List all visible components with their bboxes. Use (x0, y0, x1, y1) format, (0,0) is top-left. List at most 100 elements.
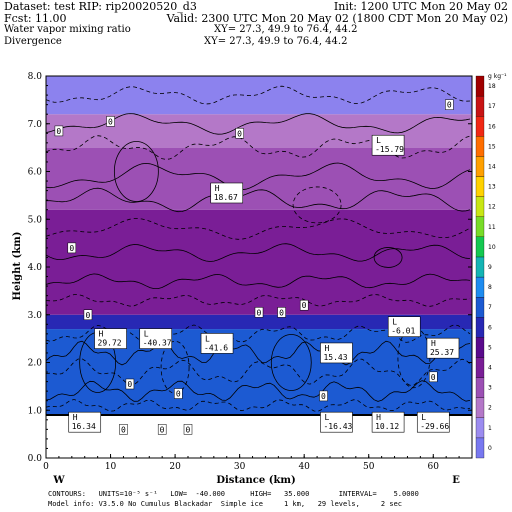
zero-box-4 (254, 307, 264, 318)
hl-letter-7: H (431, 339, 436, 348)
axis-ticks: 0.0 1.0 2.0 3.0 4.0 5.0 6.0 7.0 8.0 0 10 20 30 40 50 60 (28, 72, 473, 472)
header-init: Init: 1200 UTC Mon 20 May 02 (333, 0, 508, 13)
colorbar-swatch-3 (475, 377, 485, 398)
hl-value-2: 29.72 (98, 339, 122, 348)
hl-letter-3: L (144, 330, 149, 339)
y-axis-label: Height (km) (12, 232, 23, 301)
colorbar-label-17: 17 (488, 103, 496, 110)
contour-cell-2 (270, 334, 312, 391)
y-tick-label-0: 0.0 (28, 454, 43, 464)
x-tick-label-4: 40 (298, 462, 310, 472)
colorbar-swatch-7 (475, 297, 485, 318)
colorbar-swatch-18 (475, 75, 485, 97)
contour-line-7 (45, 273, 471, 289)
x-tick-label-5: 50 (363, 462, 375, 472)
zero-box-3 (67, 242, 77, 254)
contour-line-12 (45, 380, 471, 402)
zero-box-1 (106, 116, 115, 127)
hl-letter-6: H (324, 344, 329, 353)
y-tick-label-3: 3.0 (28, 311, 43, 321)
hl-letter-2: H (99, 330, 104, 339)
contour-cell-5 (292, 186, 342, 224)
colorbar-swatch-15 (475, 136, 485, 157)
zero-box-10 (429, 371, 438, 383)
colorbar-label-4: 4 (488, 365, 492, 372)
zero-box-8 (125, 378, 135, 390)
colorbar-label-11: 11 (488, 224, 496, 231)
colorbar-swatch-10 (475, 236, 485, 258)
hl-value-3: -40.37 (143, 339, 172, 348)
zero-box-12 (157, 424, 167, 435)
zero-label-15: 0 (176, 390, 181, 399)
hl-box-3 (139, 328, 173, 349)
contour-line-6 (45, 243, 471, 262)
colorbar-swatch-5 (475, 337, 485, 358)
mixing-ratio-fill (46, 76, 472, 458)
contour-line-2 (45, 135, 471, 160)
hl-letter-4: L (205, 334, 210, 343)
y-tick-label-4: 4.0 (28, 263, 43, 273)
contour-cell-6 (373, 247, 403, 268)
colorbar-swatch-16 (475, 116, 485, 137)
footer-model-info: Model info: V3.5.0 No Cumulus Blackadar … (48, 500, 403, 508)
colorbar-label-5: 5 (488, 344, 492, 351)
x-axis-label: Distance (km) (216, 475, 295, 486)
colorbar-label-3: 3 (488, 385, 492, 392)
hl-letter-1: L (376, 136, 381, 145)
hl-value-1: -15.79 (375, 145, 404, 154)
zero-label-6: 0 (302, 301, 307, 310)
colorbar-label-0: 0 (488, 445, 492, 452)
zero-label-10: 0 (431, 373, 436, 382)
contour-line-0 (45, 85, 471, 105)
zero-box-13 (183, 424, 193, 435)
x-tick-label-0: 0 (43, 462, 49, 472)
colorbar-swatch-9 (475, 256, 485, 278)
hl-box-9 (320, 411, 353, 433)
hl-value-9: -16.43 (323, 422, 352, 431)
zero-box-6 (299, 299, 309, 311)
zero-box-5 (277, 307, 286, 318)
colorbar-label-7: 7 (488, 304, 492, 311)
x-tick-label-2: 20 (169, 462, 181, 472)
contour-line-10 (45, 340, 471, 366)
hl-box-7 (426, 337, 460, 359)
hl-letter-10: H (376, 413, 381, 422)
contour-line-5 (45, 218, 471, 240)
colorbar-label-2: 2 (488, 405, 492, 412)
fill-band-6 (46, 76, 472, 115)
colorbar-swatch-17 (475, 95, 485, 117)
hl-box-2 (94, 328, 127, 349)
colorbar-swatch-2 (475, 397, 485, 418)
y-tick-label-1: 1.0 (28, 406, 43, 416)
hl-box-4 (200, 333, 234, 354)
zero-box-9 (319, 390, 328, 402)
hl-value-8: 16.34 (72, 422, 96, 431)
hl-box-1 (371, 134, 405, 156)
x-tick-label-6: 60 (428, 462, 440, 472)
zero-box-14 (445, 99, 454, 110)
colorbar-label-12: 12 (488, 204, 496, 211)
fill-band-3 (46, 209, 472, 315)
hl-letter-9: L (324, 413, 329, 422)
zero-label-8: 0 (127, 380, 132, 389)
colorbar-swatch-1 (475, 417, 485, 439)
zero-label-0: 0 (56, 127, 61, 136)
colorbar-swatch-8 (475, 276, 485, 298)
zero-label-7: 0 (85, 311, 90, 320)
contour-line-11 (45, 358, 471, 386)
zero-box-7 (83, 309, 93, 320)
hl-box-10 (371, 411, 405, 433)
zero-label-2: 0 (237, 129, 242, 138)
y-tick-label-8: 8.0 (28, 72, 43, 82)
footer-contours: CONTOURS: UNITS=10⁻⁵ s⁻¹ LOW= -40.000 HI… (48, 490, 419, 498)
colorbar-swatch-4 (475, 357, 485, 378)
x-end-label-east: E (452, 475, 460, 486)
colorbar-label-8: 8 (488, 284, 492, 291)
zero-label-3: 0 (69, 244, 74, 253)
contour-line-4 (46, 187, 471, 213)
colorbar-swatch-12 (475, 196, 485, 217)
